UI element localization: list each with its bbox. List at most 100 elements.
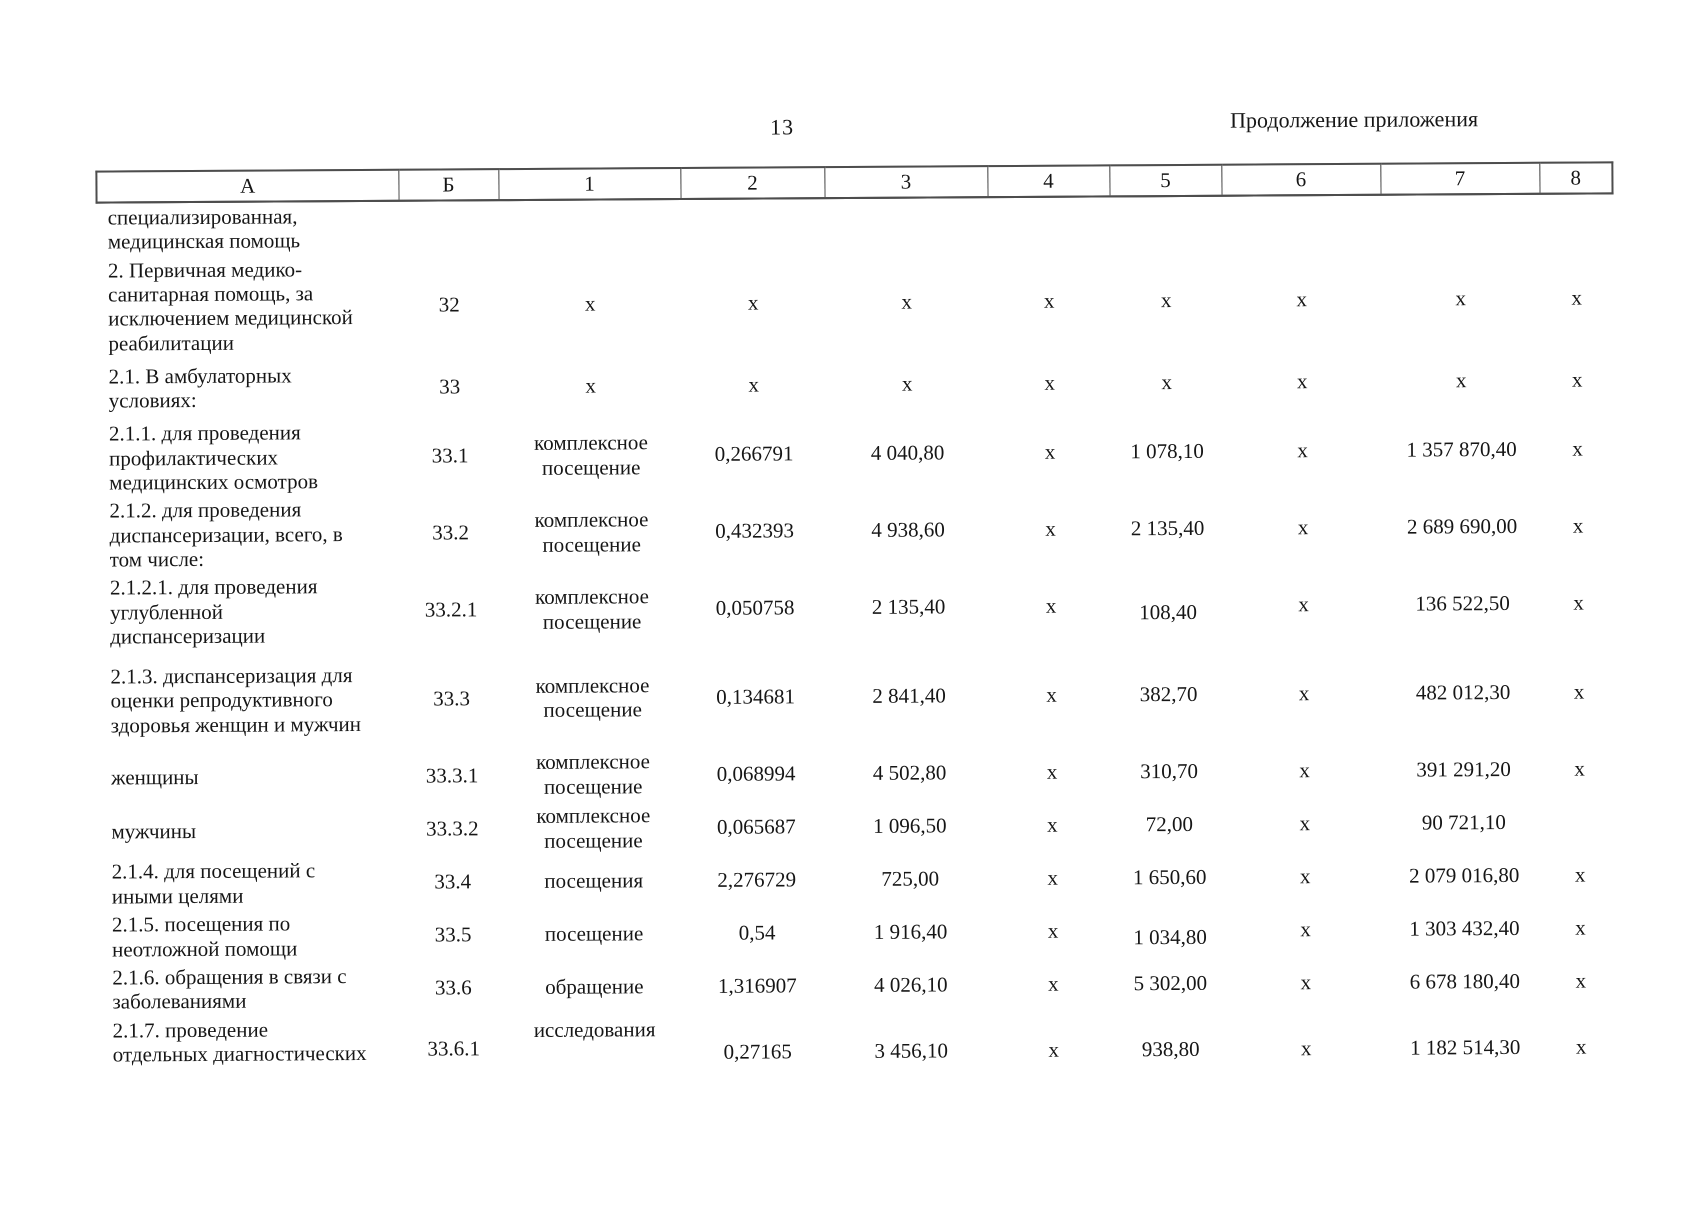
row-label-cell: 2.1.4. для посещений с иными целями (111, 858, 316, 909)
column-header-5: 5 (1109, 164, 1222, 197)
table-cell: 1 182 514,30 (1410, 1035, 1521, 1060)
column-header-2: 2 (680, 167, 825, 200)
table-cell: х (1299, 757, 1310, 783)
table-row: женщины 33.3.1 комплексное посещение 0,0689… (100, 742, 1616, 805)
row-label-cell: 2. Первичная медико-санитарная помощь, з… (107, 257, 353, 356)
table-cell: посещения (544, 868, 644, 894)
table-cell: х (901, 371, 913, 396)
table-cell (1110, 196, 1222, 250)
table-cell: х (1455, 286, 1466, 311)
table-cell: 0,54 (738, 920, 776, 945)
table-cell: х (1161, 369, 1172, 394)
table-cell: 1 034,80 (1133, 924, 1207, 950)
table-cell: х (584, 291, 596, 316)
row-label-cell: специализированная, медицинская помощь (107, 204, 301, 254)
table-cell: 33.2.1 (424, 597, 478, 623)
table-row: 2.1. В амбулаторных условиях: 33 х х х х х х х х (98, 348, 1614, 419)
table-cell: х (1572, 513, 1584, 538)
table-cell: комплексное посещение (535, 749, 650, 800)
row-label-cell: женщины (110, 764, 199, 790)
table-cell: 33.3 (433, 686, 471, 711)
table-cell: 482 012,30 (1415, 679, 1511, 705)
table-cell: 4 938,60 (871, 517, 945, 543)
table-cell: 1 650,60 (1132, 865, 1207, 890)
table-cell (399, 200, 499, 254)
row-label-cell: 2.1.2.1. для проведения углубленной дисп… (109, 574, 318, 649)
table-row: мужчины 33.3.2 комплексное посещение 0,0656… (100, 795, 1616, 858)
table-cell: х (1048, 971, 1059, 996)
column-header-Б: Б (398, 169, 499, 201)
table-cell: исследования (533, 1016, 656, 1042)
table-row: 2.1.2. для проведения диспансеризации, в… (98, 488, 1614, 574)
table-cell: 0,134681 (716, 684, 796, 709)
table-cell: 391 291,20 (1416, 756, 1511, 782)
table-cell: комплексное посещение (534, 507, 649, 557)
table-cell: 2 079 016,80 (1408, 863, 1520, 889)
table-cell: х (1047, 918, 1059, 943)
table-cell: 33.5 (434, 922, 472, 947)
table-cell: 0,27165 (723, 1039, 792, 1064)
table-row: 2.1.7. проведение отдельных диагностичес… (102, 1007, 1618, 1096)
table-cell (1381, 194, 1540, 249)
table-cell: 1 096,50 (873, 813, 947, 839)
table-cell: х (1298, 592, 1309, 617)
table-cell: х (1047, 866, 1059, 891)
table-cell: 0,432393 (715, 518, 795, 544)
table-cell: х (901, 289, 913, 314)
table-cell: 2 841,40 (872, 683, 946, 708)
table-cell: 2,276729 (717, 867, 797, 893)
table-cell: х (1299, 864, 1311, 889)
table-cell: х (1300, 1036, 1312, 1061)
table-cell: комплексное посещение (536, 803, 651, 853)
row-label-cell: 2.1.5. посещения по неотложной помощи (111, 911, 298, 962)
table-cell: комплексное посещение (534, 584, 649, 634)
table-cell: х (1044, 370, 1055, 395)
column-header-7: 7 (1380, 162, 1540, 195)
column-header-А: А (96, 169, 399, 203)
table-cell: х (1300, 917, 1311, 942)
table-cell: х (1575, 968, 1587, 993)
table-row: 2.1.2.1. для проведения углубленной дисп… (99, 565, 1615, 651)
table-cell: 0,065687 (716, 814, 796, 840)
table-cell: х (748, 372, 760, 397)
table-cell: х (1573, 679, 1585, 704)
table-cell: х (1046, 759, 1058, 784)
table-cell: х (1573, 590, 1584, 616)
table-cell (1222, 195, 1381, 250)
table-row: специализированная, медицинская помощь (97, 193, 1613, 256)
row-label-cell: 2.1.3. диспансеризация для оценки репрод… (110, 662, 362, 738)
table-cell: 72,00 (1145, 812, 1194, 837)
table-cell: 725,00 (881, 866, 940, 892)
table-cell: 33.1 (431, 443, 469, 468)
table-cell: х (1575, 1034, 1587, 1059)
table-cell: х (1048, 1037, 1060, 1063)
table-cell: 1 303 432,40 (1409, 916, 1520, 941)
table-row: 2.1.3. диспансеризация для оценки репрод… (99, 642, 1616, 751)
table-cell (681, 198, 825, 253)
table-cell: 33.2 (432, 520, 470, 545)
table-cell: х (747, 290, 759, 315)
table-cell: х (1297, 515, 1309, 540)
table-row: 2.1.5. посещения по неотложной помощи 33.… (101, 901, 1617, 963)
table-cell: х (1574, 862, 1586, 887)
table-cell: х (1043, 288, 1055, 313)
table-cell: 1,316907 (717, 973, 797, 998)
table-cell: 0,068994 (716, 761, 796, 786)
table-cell: х (1299, 811, 1311, 836)
table-cell: х (1575, 915, 1586, 940)
table-cell: 3 456,10 (874, 1038, 949, 1064)
table-cell: комплексное посещение (535, 672, 650, 723)
table-cell: 33.3.2 (426, 816, 479, 841)
column-header-1: 1 (498, 168, 681, 201)
table-cell (988, 196, 1110, 250)
table-cell: х (1045, 517, 1056, 542)
table-cell: 33.6 (434, 975, 472, 1000)
table-cell: 108,40 (1139, 600, 1198, 625)
table-cell: х (1047, 813, 1058, 838)
table-cell: х (1160, 288, 1172, 313)
table-cell: посещение (544, 921, 644, 947)
row-label-cell: 2.1. В амбулаторных условиях: (108, 363, 292, 413)
column-header-6: 6 (1221, 163, 1381, 196)
table-cell: 0,266791 (714, 441, 794, 467)
